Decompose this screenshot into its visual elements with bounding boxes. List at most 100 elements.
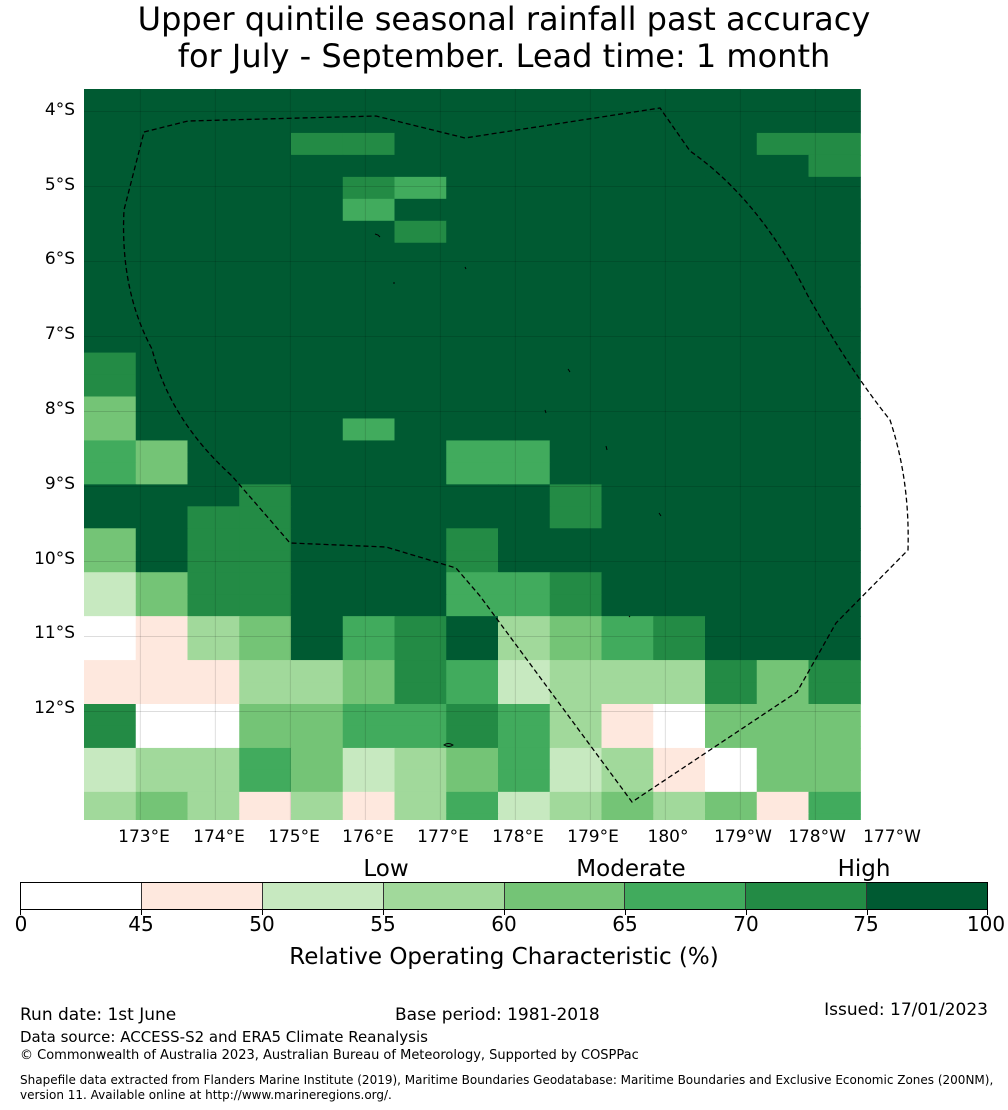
map-cell bbox=[756, 528, 810, 551]
map-cell bbox=[394, 813, 447, 820]
map-cell bbox=[291, 813, 344, 820]
map-cell bbox=[756, 286, 810, 310]
map-cell bbox=[239, 747, 292, 771]
island-outline bbox=[567, 368, 571, 373]
map-cell bbox=[135, 330, 189, 354]
lat-label: 6°S bbox=[44, 249, 75, 269]
map-cell bbox=[84, 418, 137, 442]
lat-label: 7°S bbox=[44, 324, 75, 344]
map-cell bbox=[394, 198, 447, 222]
map-cell bbox=[135, 89, 189, 112]
map-cell bbox=[756, 396, 810, 420]
map-cell bbox=[808, 682, 861, 705]
map-cell bbox=[808, 550, 861, 573]
map-cell bbox=[135, 484, 189, 507]
map-cell bbox=[756, 110, 810, 134]
island-outline bbox=[544, 409, 547, 414]
map-cell bbox=[705, 528, 758, 551]
category-label-moderate: Moderate bbox=[576, 856, 686, 882]
map-cell bbox=[705, 462, 758, 485]
map-cell bbox=[84, 638, 137, 661]
map-cell bbox=[187, 308, 240, 332]
map-cell bbox=[808, 198, 861, 222]
map-cell bbox=[653, 330, 706, 354]
map-cell bbox=[498, 176, 551, 200]
map-cell bbox=[601, 506, 654, 529]
map-cell bbox=[601, 616, 654, 639]
colorbar-bin bbox=[625, 883, 747, 909]
map-cell bbox=[135, 308, 189, 332]
map-cell bbox=[446, 550, 499, 573]
map-cell bbox=[808, 638, 861, 661]
map-cell bbox=[601, 176, 654, 200]
map-cell bbox=[498, 813, 551, 820]
lon-label: 173°E bbox=[118, 827, 170, 847]
map-cell bbox=[446, 242, 499, 266]
map-cell bbox=[446, 616, 499, 639]
map-cell bbox=[84, 396, 137, 420]
map-cell bbox=[601, 550, 654, 573]
map-cell bbox=[705, 484, 758, 507]
map-cell bbox=[756, 198, 810, 222]
map-cell bbox=[653, 264, 706, 288]
map-cell bbox=[342, 330, 396, 354]
map-cell bbox=[291, 594, 344, 617]
map-cell bbox=[808, 286, 861, 310]
colorbar-tick-label: 45 bbox=[128, 912, 154, 936]
map-cell bbox=[756, 550, 810, 573]
map-cell bbox=[549, 418, 603, 442]
map-cell bbox=[84, 769, 137, 793]
map-cell bbox=[187, 154, 240, 178]
map-cell bbox=[549, 242, 603, 266]
map-cell bbox=[446, 330, 499, 354]
map-cell bbox=[239, 572, 292, 595]
map-cell bbox=[549, 286, 603, 310]
map-cell bbox=[446, 308, 499, 332]
map-cell bbox=[756, 747, 810, 771]
map-cell bbox=[756, 264, 810, 288]
colorbar-bin bbox=[383, 883, 505, 909]
map-cell bbox=[239, 638, 292, 661]
map-cell bbox=[291, 352, 344, 376]
map-cell bbox=[446, 374, 499, 398]
map-cell bbox=[239, 791, 292, 815]
map-cell bbox=[549, 682, 603, 705]
lon-label: 177°E bbox=[417, 827, 469, 847]
map-cell bbox=[446, 440, 499, 463]
base-period: Base period: 1981-2018 bbox=[395, 1005, 600, 1025]
map-cell bbox=[601, 374, 654, 398]
map-cell bbox=[239, 616, 292, 639]
map-cell bbox=[498, 264, 551, 288]
map-cell bbox=[187, 89, 240, 112]
map-cell bbox=[291, 616, 344, 639]
map-cell bbox=[394, 264, 447, 288]
map-cell bbox=[498, 484, 551, 507]
map-cell bbox=[756, 682, 810, 705]
map-cell bbox=[187, 132, 240, 156]
map-cell bbox=[135, 813, 189, 820]
colorbar-tick-label: 65 bbox=[612, 912, 638, 936]
map-cell bbox=[291, 198, 344, 222]
map-cell bbox=[653, 89, 706, 112]
map-title-line-1: Upper quintile seasonal rainfall past ac… bbox=[137, 0, 871, 38]
map-cell bbox=[808, 352, 861, 376]
map-cell bbox=[84, 242, 137, 266]
island-outline bbox=[605, 445, 608, 451]
map-cell bbox=[756, 660, 810, 683]
map-cell bbox=[705, 242, 758, 266]
colorbar-tick-label: 70 bbox=[733, 912, 759, 936]
map-cell bbox=[342, 352, 396, 376]
map-cell bbox=[601, 110, 654, 134]
map-cell bbox=[756, 725, 810, 749]
map-cell bbox=[446, 791, 499, 815]
map-cell bbox=[291, 704, 344, 727]
map-cell bbox=[808, 220, 861, 244]
map-cell bbox=[239, 769, 292, 793]
map-cell bbox=[239, 242, 292, 266]
lon-label: 180° bbox=[647, 827, 689, 847]
map-cell bbox=[808, 660, 861, 683]
colorbar-tick-label: 0 bbox=[14, 912, 28, 936]
island-outline bbox=[464, 266, 467, 270]
map-cell bbox=[808, 396, 861, 420]
map-cell bbox=[394, 154, 447, 178]
